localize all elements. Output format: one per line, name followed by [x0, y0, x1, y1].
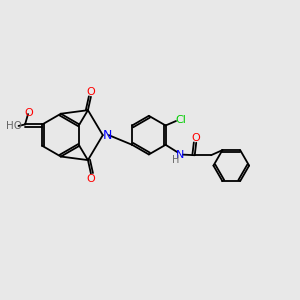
- Text: Cl: Cl: [176, 115, 187, 124]
- Text: H: H: [172, 155, 179, 165]
- Text: O: O: [86, 173, 95, 184]
- Text: N: N: [176, 150, 184, 160]
- Text: O: O: [192, 133, 201, 143]
- Text: O: O: [24, 108, 33, 118]
- Text: HO: HO: [6, 121, 22, 131]
- Text: O: O: [86, 87, 95, 97]
- Text: N: N: [103, 129, 112, 142]
